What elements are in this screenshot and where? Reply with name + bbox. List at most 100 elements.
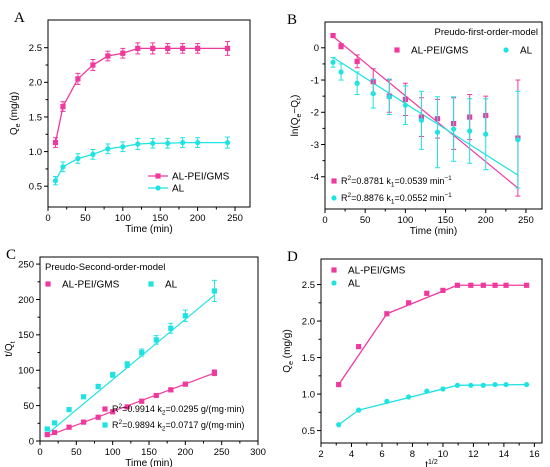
y-axis-title-text: t/Q: [4, 343, 15, 357]
x-axis-title: Time (min): [125, 458, 172, 467]
x-axis-title-sup: 1/2: [428, 459, 438, 466]
y-tick-label: 100: [18, 366, 34, 377]
y-axis-title-end: ): [290, 95, 301, 98]
data-point-pink: [180, 45, 186, 51]
legend-marker-cyan: [331, 280, 337, 286]
annotation-text: =0.9894 k: [122, 420, 162, 430]
x-tick-label: 12: [468, 449, 479, 460]
data-point-cyan: [356, 407, 362, 413]
data-point-cyan: [424, 388, 430, 394]
data-point-pink: [468, 282, 474, 288]
x-axis-title-text: Time (min): [410, 226, 457, 237]
annotation-r2: R: [112, 420, 119, 430]
data-point-cyan: [224, 139, 231, 146]
x-tick-label: 200: [478, 215, 494, 226]
panel-label: A: [14, 10, 25, 26]
legend: AL-PEI/GMS AL: [45, 280, 178, 291]
data-point-pink: [492, 282, 498, 288]
annotation-k-sub: 2: [162, 410, 166, 417]
legend-marker-cyan: [155, 185, 161, 191]
y-axis-title: t/Qt: [4, 341, 17, 356]
annotation-r2: R: [112, 404, 119, 414]
y-tick-label: -3: [311, 140, 319, 151]
data-point-cyan: [81, 394, 87, 400]
x-tick-label: 10: [438, 449, 449, 460]
data-point-pink: [44, 432, 50, 438]
data-point-cyan: [370, 90, 376, 97]
y-axis-title: ln(Qe−Qt): [290, 95, 303, 137]
data-point-pink: [524, 282, 530, 288]
data-point-cyan: [440, 386, 446, 392]
data-point-pink: [195, 45, 201, 51]
y-axis-title-text: Q: [9, 127, 20, 135]
data-point-pink: [454, 282, 461, 288]
annotation-marker-cyan: [102, 422, 108, 428]
legend-marker-cyan: [503, 47, 509, 53]
data-point-pink: [211, 370, 217, 376]
annotation-r2: R: [341, 176, 348, 186]
plot-frame: [324, 21, 543, 210]
y-tick-label: 50: [23, 401, 34, 412]
data-point-pink: [75, 76, 81, 82]
legend-label: AL: [172, 184, 185, 195]
y-axis-title-sub: t: [10, 341, 17, 343]
data-point-pink: [406, 300, 412, 306]
data-point-cyan: [195, 139, 201, 146]
legend-label: AL: [165, 280, 178, 291]
panel-b: B 0 50 100 150 200 250 0 -1 -2 -3 -4 Time (min) ln(Qe…: [287, 12, 543, 237]
legend-label: AL-PEI/GMS: [348, 266, 406, 277]
legend: AL-PEI/GMS AL: [331, 266, 406, 290]
data-point-pink: [120, 50, 126, 56]
data-point-pink: [384, 311, 390, 317]
data-point-cyan: [124, 361, 130, 368]
data-point-cyan: [66, 406, 72, 413]
data-point-cyan: [330, 59, 336, 65]
data-point-cyan: [182, 313, 188, 319]
data-point-cyan: [338, 69, 344, 75]
x-tick-label: 100: [115, 213, 131, 224]
data-point-cyan: [483, 131, 489, 137]
x-tick-label: 0: [322, 215, 327, 226]
annotation-text: =0.8876 k: [351, 193, 391, 203]
data-point-cyan: [336, 422, 342, 428]
panel-label: B: [287, 12, 297, 28]
data-point-pink: [503, 282, 509, 288]
data-point-pink: [135, 45, 141, 51]
panel-label: C: [6, 247, 16, 263]
legend-marker-pink: [155, 173, 161, 179]
data-point-pink: [336, 381, 342, 388]
annotation-r2-sup: 2: [119, 403, 123, 410]
data-point-pink: [66, 424, 72, 430]
y-axis-title-sub: e: [296, 113, 303, 117]
data-point-cyan: [468, 382, 474, 388]
y-axis-title-sub: e: [288, 361, 295, 365]
annotation-unit-sup: −1: [444, 175, 452, 182]
y-tick-label: -4: [311, 172, 319, 183]
annotation-k-sub: 2: [162, 426, 166, 433]
data-point-pink: [440, 287, 446, 293]
x-tick-label: 250: [227, 213, 243, 224]
data-point-cyan: [150, 140, 156, 146]
data-point-pink: [480, 282, 486, 288]
y-axis-title: Qe (mg/g): [282, 329, 295, 372]
equation-annotation: R2=0.8876 k1=0.0552 min−1: [341, 192, 452, 206]
y-axis-title-mid: −Q: [290, 100, 301, 114]
y-axis-title-sub: e: [15, 123, 22, 127]
y-axis-title-unit: (mg/g): [9, 92, 20, 124]
data-point-cyan: [211, 288, 217, 294]
data-point-pink: [60, 103, 66, 110]
data-point-cyan: [44, 426, 50, 432]
x-tick-label: 2: [318, 449, 323, 460]
y-tick-label: 0: [314, 43, 319, 54]
fit-segment-pink: [386, 284, 458, 315]
y-tick-label: 1.0: [29, 147, 42, 158]
y-axis-title-text: ln(Q: [290, 117, 301, 136]
panel-c: C 0 50 100 150 200 250 300 0 50 100 150 200 250 Time (…: [4, 247, 266, 467]
fit-line-pink: [332, 36, 519, 189]
plot-frame: [47, 19, 251, 208]
data-point-cyan: [180, 139, 186, 146]
x-tick-label: 150: [438, 215, 454, 226]
data-point-cyan: [60, 164, 66, 170]
fit-line-cyan: [332, 56, 519, 176]
